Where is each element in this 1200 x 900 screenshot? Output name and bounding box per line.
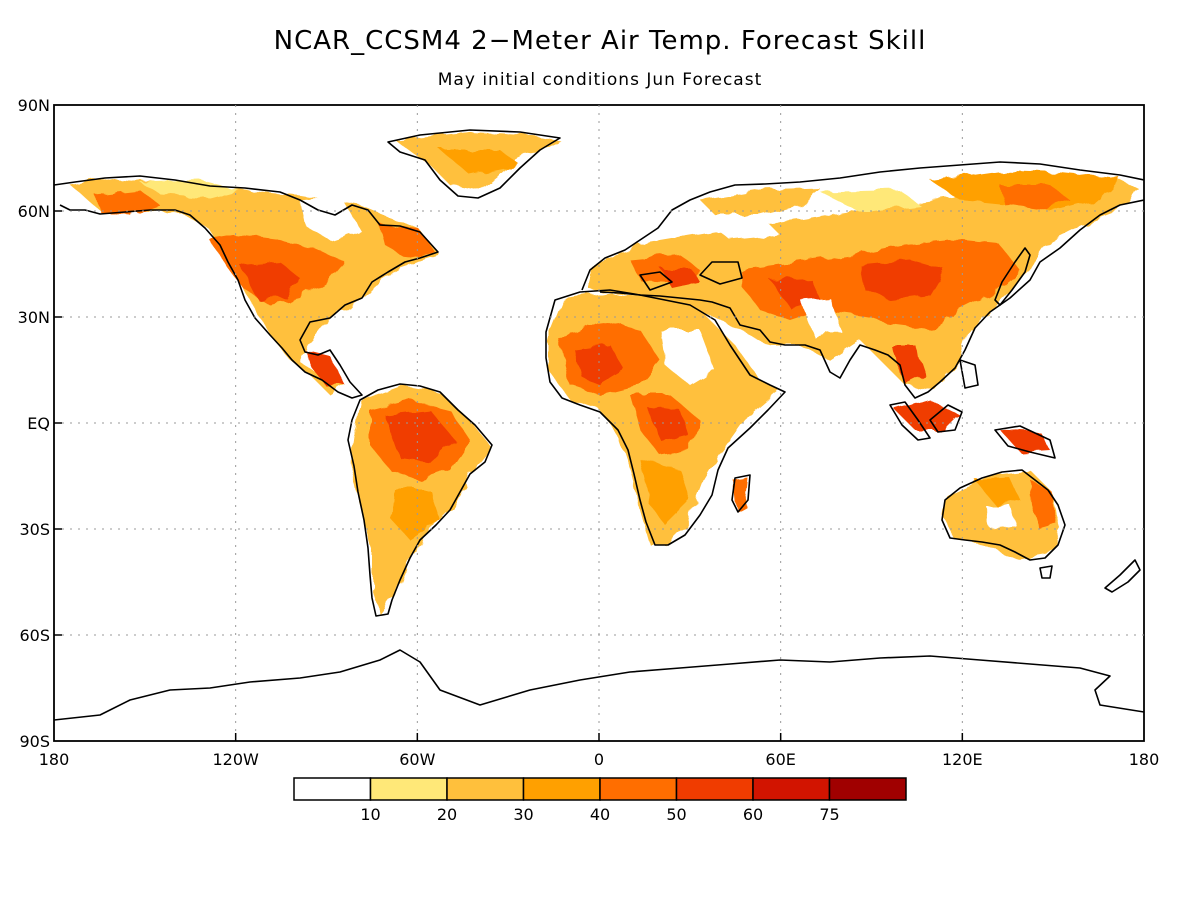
lon-tick-label: 60W [399,750,435,769]
skill-shading [70,132,1140,615]
colorbar-swatch [522,777,601,801]
lon-tick-label: 180 [39,750,70,769]
lon-tick-label: 0 [594,750,604,769]
colorbar-swatch [369,777,448,801]
colorbar-label: 75 [819,805,839,824]
colorbar-swatch [446,777,525,801]
lat-tick-label: 30S [19,520,50,539]
colorbar-swatch [752,777,831,801]
colorbar-label: 50 [666,805,686,824]
lat-tick-label: 90N [18,96,50,115]
lon-tick-label: 120E [942,750,983,769]
lat-tick-label: 90S [19,732,50,751]
colorbar-label: 60 [743,805,763,824]
colorbar-label: 30 [513,805,533,824]
lon-tick-label: 180 [1129,750,1160,769]
chart-title: NCAR_CCSM4 2−Meter Air Temp. Forecast Sk… [273,26,927,56]
lat-tick-label: 30N [18,308,50,327]
lat-tick-label: EQ [27,414,50,433]
colorbar-swatch [828,777,907,801]
lat-tick-label: 60N [18,202,50,221]
colorbar-label: 10 [360,805,380,824]
chart-subtitle: May initial conditions Jun Forecast [437,70,763,90]
colorbar-label: 20 [437,805,457,824]
lon-tick-label: 120W [212,750,259,769]
coastlines [54,129,1144,721]
low-skill-patches [300,195,1095,528]
colorbar-swatch [675,777,754,801]
lon-tick-label: 60E [765,750,795,769]
colorbar-swatch [293,777,372,801]
latitude-labels: 90N 60N 30N EQ 30S 60S 90S [18,96,62,751]
colorbar: 10 20 30 40 50 60 75 [293,777,907,824]
colorbar-label: 40 [590,805,610,824]
lat-tick-label: 60S [19,626,50,645]
colorbar-swatch [599,777,678,801]
graticule [54,105,1144,741]
longitude-labels: 180 120W 60W 0 60E 120E 180 [39,733,1160,769]
